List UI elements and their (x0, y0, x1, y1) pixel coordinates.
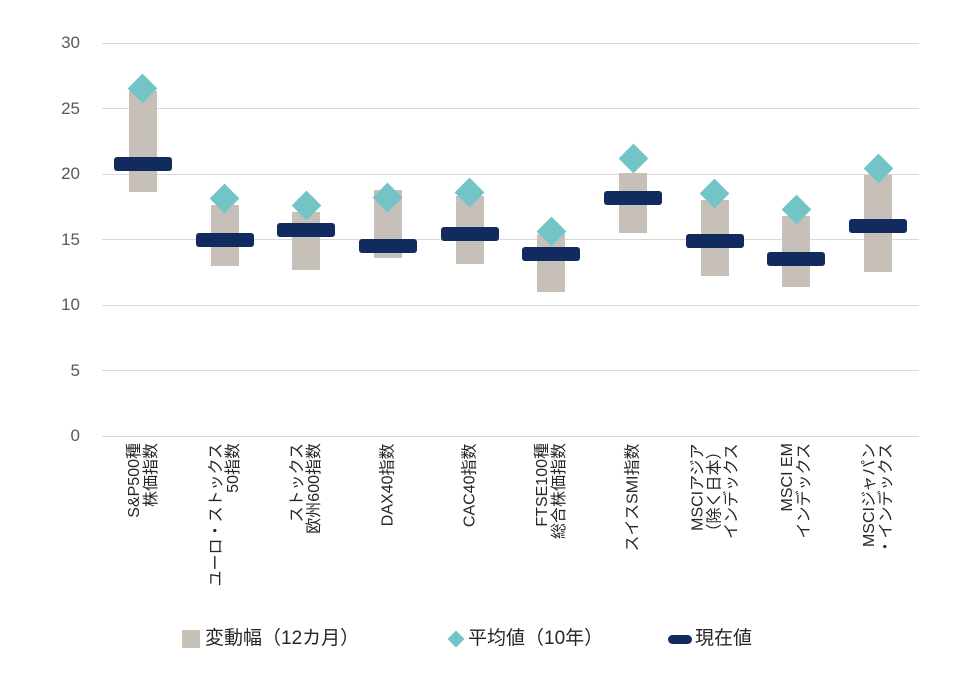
x-category-label: MSCI EM インデックス (779, 443, 813, 603)
range-bar (128, 91, 157, 193)
range-bar (782, 215, 811, 287)
y-axis-tick-label: 10 (61, 295, 80, 314)
y-axis-tick-label: 30 (61, 33, 80, 52)
x-category-label-line: スイスSMI指数 (624, 443, 642, 551)
x-category-label: スイスSMI指数 (625, 443, 642, 603)
current-value-dash (277, 223, 336, 238)
gridline-15 (102, 239, 919, 240)
x-category-label-line: MSCIジャパン (861, 443, 879, 548)
legend-range-label: 変動幅（12カ月） (205, 628, 360, 649)
range-bar (292, 211, 321, 270)
current-value-dash (195, 232, 254, 247)
legend-current-label: 現在値 (695, 628, 753, 649)
x-category-label-line: 総合株価指数 (551, 443, 569, 540)
x-category-label-line: 株価指数 (142, 443, 160, 508)
y-axis-tick-label: 20 (61, 164, 80, 183)
gridline-10 (102, 304, 919, 306)
x-category-label-line: MSCI EM (779, 443, 797, 512)
gridline-25 (102, 108, 919, 109)
y-axis-tick-label: 25 (61, 98, 80, 118)
x-category-label-line: 欧州600指数 (306, 443, 324, 534)
y-axis-tick-label: 5 (70, 360, 80, 380)
current-legend-dash-icon (668, 634, 692, 644)
gridline-5 (102, 370, 919, 371)
gridline-0 (102, 435, 919, 437)
current-value-dash (767, 252, 826, 267)
current-value-dash (685, 233, 744, 248)
x-category-label: ストックス 欧州600指数 (289, 443, 323, 603)
legend-average-label: 平均値（10年） (468, 628, 604, 649)
gridline-20 (102, 173, 919, 175)
legend: 変動幅（12カ月） 平均値（10年） 現在値 (0, 626, 977, 654)
x-category-label-line: S&P500種 (125, 443, 143, 518)
x-category-label: ユーロ・ストックス 50指数 (208, 443, 242, 603)
gridline-30 (102, 42, 919, 44)
legend-item-current: 現在値 (668, 626, 752, 652)
x-category-label-line: DAX40指数 (379, 443, 397, 526)
current-value-dash (522, 246, 581, 261)
x-category-label-line: 50指数 (224, 443, 242, 493)
average-legend-diamond-icon (447, 630, 464, 648)
x-category-label: S&P500種 株価指数 (126, 443, 160, 603)
x-category-label-line: インデックス (723, 443, 741, 539)
x-category-label: DAX40指数 (379, 443, 396, 603)
x-category-label-line: ・インデックス (878, 443, 896, 555)
x-category-label: MSCIアジア （除く日本） インデックス (689, 443, 740, 603)
x-category-label-line: FTSE100種 (534, 443, 552, 527)
y-axis-tick-label: 15 (61, 229, 80, 249)
current-value-dash (849, 219, 908, 234)
current-value-dash (604, 190, 663, 205)
x-category-label-line: インデックス (796, 443, 814, 539)
x-category-label-line: CAC40指数 (461, 443, 479, 527)
legend-item-average: 平均値（10年） (447, 626, 603, 652)
x-category-label: MSCIジャパン ・インデックス (861, 443, 895, 603)
diamond-shape (447, 630, 464, 648)
current-value-dash (358, 239, 417, 254)
current-value-dash (113, 156, 172, 171)
range-legend-swatch-icon (182, 630, 200, 648)
current-value-dash (440, 227, 499, 242)
x-category-label: FTSE100種 総合株価指数 (534, 443, 568, 603)
x-category-label-line: ユーロ・ストックス (207, 443, 225, 587)
legend-item-range: 変動幅（12カ月） (182, 626, 359, 652)
x-category-label-line: MSCIアジア (689, 443, 707, 531)
x-category-label-line: （除く日本） (706, 443, 724, 540)
x-category-label: CAC40指数 (461, 443, 478, 603)
y-axis-tick-label: 0 (70, 426, 80, 445)
x-category-label-line: ストックス (289, 443, 307, 523)
average-diamond-marker (618, 143, 648, 174)
